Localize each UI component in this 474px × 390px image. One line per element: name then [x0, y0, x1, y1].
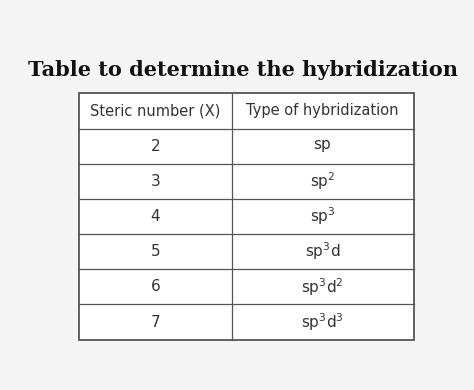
Text: $\mathregular{sp}^{3}\mathregular{d}$: $\mathregular{sp}^{3}\mathregular{d}$ — [305, 241, 340, 262]
Text: 6: 6 — [151, 279, 160, 294]
Text: $\mathregular{sp}^{3}\mathregular{d}^{3}$: $\mathregular{sp}^{3}\mathregular{d}^{3}… — [301, 311, 344, 333]
Text: 4: 4 — [151, 209, 160, 224]
Text: $\mathregular{sp}^{3}$: $\mathregular{sp}^{3}$ — [310, 206, 336, 227]
Text: Steric number (X): Steric number (X) — [91, 103, 221, 119]
Text: 2: 2 — [151, 138, 160, 154]
Text: $\mathregular{sp}$: $\mathregular{sp}$ — [313, 138, 332, 154]
Bar — [80, 93, 414, 340]
Text: $\mathregular{sp}^{2}$: $\mathregular{sp}^{2}$ — [310, 170, 336, 192]
Text: 3: 3 — [151, 174, 160, 189]
Text: 7: 7 — [151, 314, 160, 330]
Bar — [80, 93, 414, 340]
Text: $\mathregular{sp}^{3}\mathregular{d}^{2}$: $\mathregular{sp}^{3}\mathregular{d}^{2}… — [301, 276, 344, 298]
Text: Table to determine the hybridization: Table to determine the hybridization — [28, 60, 458, 80]
Text: 5: 5 — [151, 244, 160, 259]
Text: Type of hybridization: Type of hybridization — [246, 103, 399, 119]
